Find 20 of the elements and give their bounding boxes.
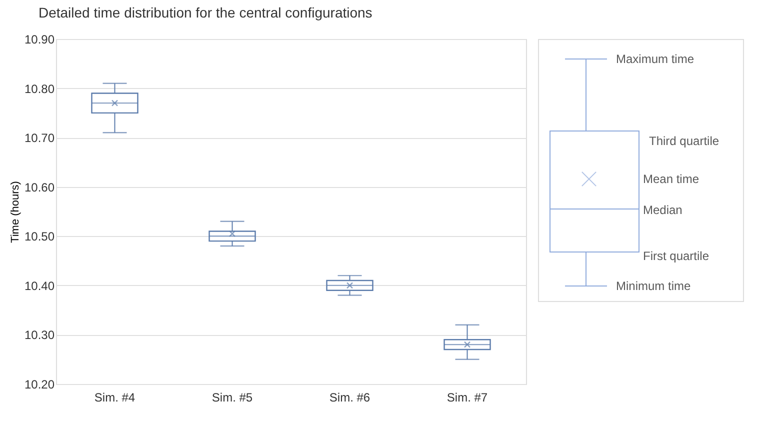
y-tick-label: 10.30 xyxy=(24,328,55,342)
y-tick-label: 10.50 xyxy=(24,230,55,244)
picture-box-plot-key: Maximum time xyxy=(616,52,694,66)
x-tick-label: Sim. #5 xyxy=(212,390,253,404)
y-axis-title: Time (hours) xyxy=(9,181,22,243)
y-tick-label: 10.40 xyxy=(24,278,55,293)
y-tick-label: 10.60 xyxy=(24,180,55,194)
y-tick-label: 10.80 xyxy=(24,82,55,96)
y-tick-label: 10.70 xyxy=(24,131,55,146)
picture-box-plot-key: First quartile xyxy=(643,249,710,263)
y-tick-label: 10.20 xyxy=(24,378,55,392)
chart-title: Detailed time distribution for the central configurations xyxy=(38,4,372,20)
x-tick-label: Sim. #7 xyxy=(446,390,488,404)
picture-box-plot-key: Median xyxy=(643,203,682,217)
picture-box-plot-key: Mean time xyxy=(643,172,700,186)
x-tick-label: Sim. #6 xyxy=(329,390,370,404)
picture-box-plot-key: Third quartile xyxy=(649,134,720,148)
picture-box-plot-key: Minimum time xyxy=(616,279,691,293)
x-tick-label: Sim. #4 xyxy=(94,390,136,404)
y-tick-label: 10.90 xyxy=(24,32,55,46)
